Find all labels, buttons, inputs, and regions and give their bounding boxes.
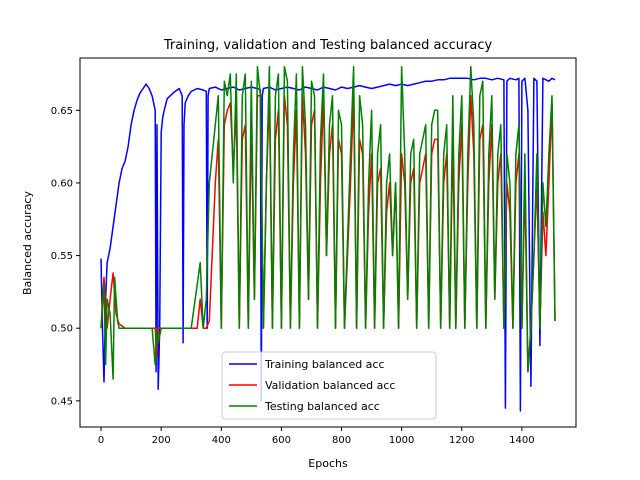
legend: Training balanced acc Validation balanced…: [221, 351, 437, 420]
y-axis-label: Balanced accuracy: [21, 191, 34, 295]
x-tick-label: 1400: [509, 435, 534, 446]
chart-title: Training, validation and Testing balance…: [163, 38, 493, 53]
y-tick-label: 0.55: [51, 251, 73, 262]
x-axis-ticks: 0 200 400 600 800 1000 1200 1400: [98, 427, 535, 446]
y-tick-label: 0.60: [51, 178, 73, 189]
y-axis-ticks: 0.45 0.50 0.55 0.60 0.65: [51, 106, 80, 407]
series-line-0: [100, 77, 556, 412]
plot-frame: [79, 57, 577, 428]
x-tick-label: 600: [272, 435, 291, 446]
x-tick-label: 400: [212, 435, 231, 446]
y-tick-label: 0.50: [51, 324, 73, 335]
x-tick-label: 1200: [449, 435, 474, 446]
y-tick-label: 0.45: [51, 396, 73, 407]
x-tick-label: 200: [152, 435, 171, 446]
x-tick-label: 1000: [389, 435, 414, 446]
x-tick-label: 800: [332, 435, 351, 446]
series-line-2: [100, 65, 556, 380]
x-tick-label: 0: [98, 435, 104, 446]
x-axis-label: Epochs: [308, 457, 348, 470]
legend-label-2: Testing balanced acc: [264, 400, 380, 413]
plot-lines: [100, 65, 556, 412]
y-tick-label: 0.65: [51, 106, 73, 117]
legend-box: [221, 351, 437, 420]
legend-label-1: Validation balanced acc: [265, 379, 395, 392]
legend-label-0: Training balanced acc: [264, 358, 385, 371]
